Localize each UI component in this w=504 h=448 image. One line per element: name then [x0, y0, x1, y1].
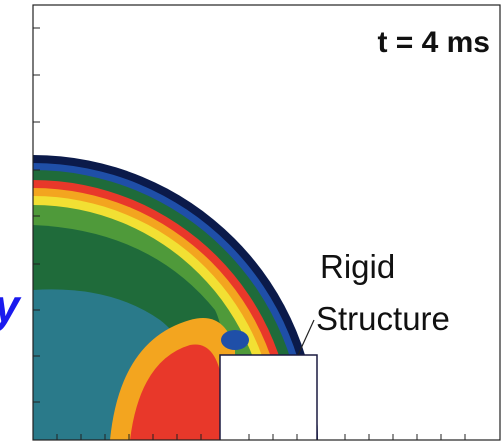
- side-text: y: [0, 280, 22, 332]
- rigid-structure: [220, 355, 317, 445]
- time-label: t = 4 ms: [377, 26, 490, 59]
- page: t = 4 ms Rigid Structure y (() => { cons…: [0, 0, 504, 448]
- structure-label: Rigid: [320, 248, 395, 285]
- figure: t = 4 ms Rigid Structure y: [0, 0, 504, 448]
- vortex: [221, 330, 249, 350]
- structure-label: Structure: [316, 300, 450, 337]
- simulation-field: [33, 155, 318, 445]
- leader-line: [298, 320, 314, 355]
